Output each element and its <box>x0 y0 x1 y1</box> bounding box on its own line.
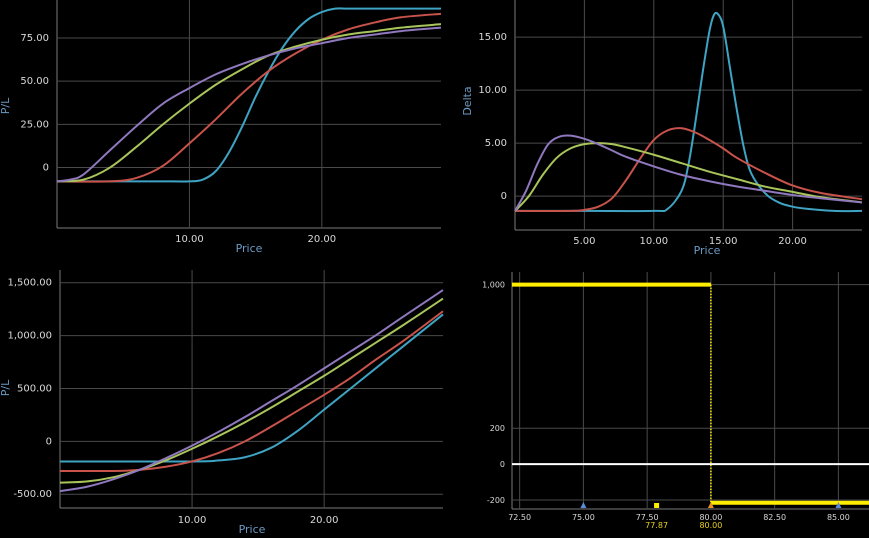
y-tick-label: 0 <box>500 460 505 469</box>
tick-labels: 0 25.00 50.00 75.00 10.00 20.00 <box>20 33 336 245</box>
grid <box>59 270 443 509</box>
series-line-red <box>514 127 863 212</box>
series-line-blue <box>59 313 444 463</box>
x-axis-label: Price <box>236 242 263 255</box>
y-tick-label: 1,000 <box>482 281 505 290</box>
grid <box>514 0 862 231</box>
series-line-purple <box>56 26 442 183</box>
price-markers: 77.87 80.00 <box>580 502 842 530</box>
x-tick-label: 10.00 <box>639 236 668 247</box>
x-tick-label: 82.50 <box>763 513 786 522</box>
series-line-purple <box>59 289 444 493</box>
x-tick-label: 20.00 <box>778 236 807 247</box>
y-tick-label: 0 <box>501 191 507 202</box>
x-tick-label: 75.00 <box>572 513 595 522</box>
price-marker-triangle <box>707 502 714 508</box>
x-axis-label: Price <box>239 523 266 536</box>
y-tick-label: 5.00 <box>485 138 507 149</box>
series-lines <box>514 11 863 213</box>
series-line-green <box>56 23 442 183</box>
y-tick-label: 25.00 <box>20 119 49 130</box>
tick-labels: -200 0 200 1,000 72.50 75.00 77.50 80.00 82.50 85… <box>482 281 850 522</box>
y-axis-label: Delta <box>461 86 474 115</box>
series-line-blue <box>515 11 863 213</box>
y-tick-label: 10.00 <box>478 85 507 96</box>
series-line-blue <box>56 7 441 183</box>
series-lines <box>59 289 444 493</box>
x-tick-label: 20.00 <box>310 515 339 526</box>
series-lines <box>512 282 869 505</box>
price-marker-triangle <box>835 502 842 508</box>
y-tick-label: 200 <box>490 424 505 433</box>
x-tick-label: 10.00 <box>178 515 207 526</box>
grid <box>56 0 441 229</box>
y-tick-label: 500.00 <box>17 383 52 394</box>
y-tick-label: 0 <box>46 436 52 447</box>
series-line-purple <box>514 134 863 212</box>
series-line-red <box>59 310 444 473</box>
x-tick-label: 15.00 <box>709 236 738 247</box>
y-tick-label: 1,500.00 <box>7 278 52 289</box>
y-axis-label: P/L <box>0 97 12 114</box>
y-tick-label: 15.00 <box>478 32 507 43</box>
x-tick-label: 77.50 <box>636 513 659 522</box>
series-line-green <box>514 142 863 212</box>
series-line-red <box>56 12 442 183</box>
series-lines <box>56 7 442 183</box>
tick-labels: -500.00 0 500.00 1,000.00 1,500.00 10.00 20.00 <box>7 278 338 526</box>
y-tick-label: 0 <box>43 163 49 174</box>
tick-labels: 0 5.00 10.00 15.00 5.00 10.00 15.00 20.00 <box>478 32 807 247</box>
x-axis-label: Price <box>694 244 721 257</box>
y-tick-label: 75.00 <box>20 33 49 44</box>
x-tick-label: 72.50 <box>508 513 531 522</box>
x-tick-label: 10.00 <box>175 234 204 245</box>
grid <box>511 272 869 510</box>
y-tick-label: 1,000.00 <box>7 331 52 342</box>
series-line-green <box>59 297 444 484</box>
price-marker-label: 77.87 <box>645 521 668 530</box>
price-marker-label: 80.00 <box>699 521 722 530</box>
price-marker-triangle <box>580 502 587 508</box>
y-tick-label: -500.00 <box>13 489 52 500</box>
x-tick-label: 5.00 <box>573 236 595 247</box>
price-marker-square <box>654 503 660 508</box>
x-tick-label: 80.00 <box>699 513 722 522</box>
x-tick-label: 20.00 <box>308 234 337 245</box>
y-tick-label: 50.00 <box>20 76 49 87</box>
x-tick-label: 85.00 <box>827 513 850 522</box>
y-tick-label: -200 <box>487 496 505 505</box>
y-axis-label: P/L <box>0 379 12 396</box>
